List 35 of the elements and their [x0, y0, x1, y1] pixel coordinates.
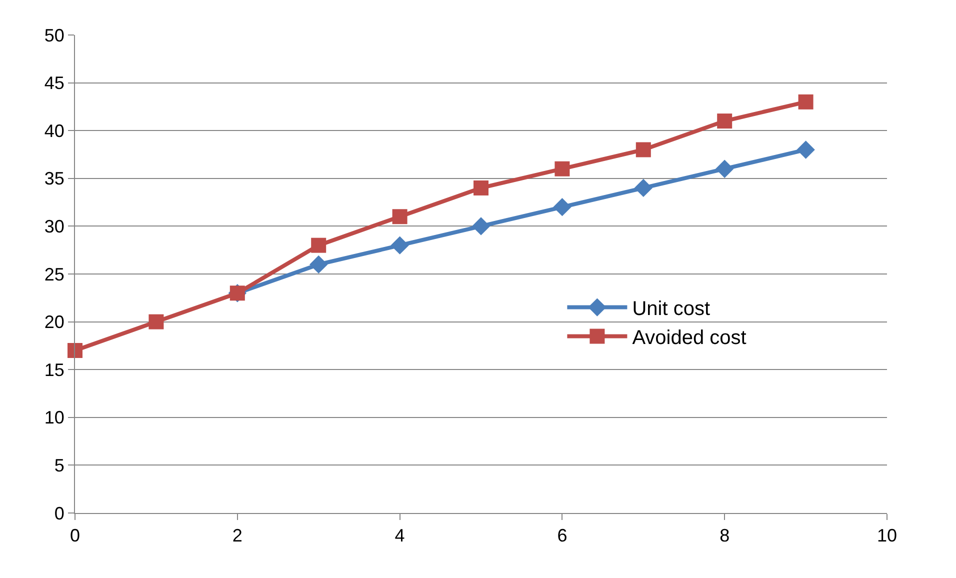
point [634, 178, 652, 198]
point [392, 209, 408, 224]
point [310, 255, 328, 274]
y-tick-label: 10 [44, 408, 64, 428]
point [474, 180, 488, 196]
point [311, 238, 326, 253]
y-tick-label: 25 [44, 264, 64, 284]
y-tick-label: 30 [44, 216, 64, 236]
point [636, 142, 651, 158]
point [717, 114, 732, 129]
x-tick-label: 8 [720, 526, 730, 546]
y-tick-label: 40 [44, 120, 64, 141]
legend-label: Unit cost [632, 298, 710, 320]
point [554, 161, 570, 176]
x-tick-label: 0 [70, 526, 80, 546]
point [390, 236, 409, 254]
y-tick-label: 45 [44, 73, 64, 94]
x-tick-label: 4 [394, 526, 405, 546]
y-tick-label: 20 [44, 312, 64, 332]
point [798, 94, 814, 110]
legend-label: Avoided cost [632, 327, 747, 350]
y-tick-label: 35 [44, 168, 64, 189]
y-tick-label: 5 [54, 456, 64, 476]
point [796, 140, 815, 159]
y-tick-label: 0 [54, 503, 64, 524]
y-tick-label: 15 [44, 360, 64, 380]
point [148, 314, 164, 330]
x-tick-label: 2 [232, 526, 242, 546]
point [553, 198, 572, 216]
point [68, 342, 82, 358]
point [472, 217, 490, 236]
y-tick-label: 50 [44, 25, 64, 46]
x-tick-label: 6 [557, 526, 568, 546]
point [716, 160, 734, 178]
x-tick-label: 10 [876, 526, 898, 546]
